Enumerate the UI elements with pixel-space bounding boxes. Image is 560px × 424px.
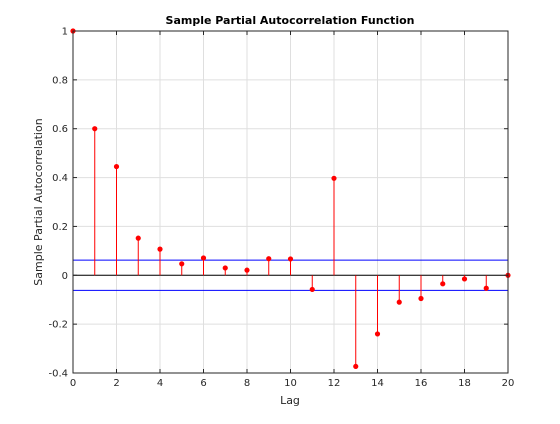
x-tick-label: 16 <box>415 378 428 389</box>
x-tick-label: 8 <box>244 378 250 389</box>
stem-marker <box>418 295 424 302</box>
y-tick-label: -0.2 <box>48 320 68 331</box>
x-tick-label: 10 <box>284 378 297 389</box>
y-tick-label: 0.6 <box>52 124 68 135</box>
y-axis-ticks: -0.4 -0.2 0 0.2 0.4 0.6 0.8 1 <box>48 27 508 380</box>
x-tick-label: 0 <box>70 378 76 389</box>
stem-marker <box>396 299 402 305</box>
x-tick-label: 20 <box>502 378 515 389</box>
stem-marker <box>244 267 250 273</box>
y-tick-label: 0.8 <box>52 75 68 86</box>
stem-marker <box>374 331 381 337</box>
y-axis-label: Sample Partial Autocorrelation <box>32 118 45 285</box>
stem-marker <box>483 285 489 291</box>
stem-marker <box>461 276 468 282</box>
stem-marker <box>266 256 272 262</box>
x-tick-label: 18 <box>458 378 471 389</box>
y-tick-label: 1 <box>62 27 68 38</box>
stem-marker <box>113 163 120 170</box>
stem-marker <box>331 175 337 181</box>
y-tick-label: 0.2 <box>52 222 68 233</box>
stem-marker <box>309 286 315 293</box>
stem-marker <box>92 126 98 132</box>
x-tick-label: 12 <box>328 378 341 389</box>
stem-marker <box>179 261 185 267</box>
y-tick-label: 0.4 <box>52 173 68 184</box>
stems <box>70 28 511 370</box>
x-tick-label: 4 <box>157 378 163 389</box>
stem-marker <box>287 256 294 262</box>
stem-marker <box>157 246 163 252</box>
stem-marker <box>353 363 359 370</box>
x-axis-ticks: 0 2 4 6 8 10 12 14 16 18 20 <box>70 31 515 389</box>
x-tick-label: 14 <box>371 378 384 389</box>
x-tick-label: 6 <box>200 378 206 389</box>
stem-marker <box>135 235 141 241</box>
stem-marker <box>222 265 228 271</box>
stem-marker <box>440 281 446 287</box>
chart-title: Sample Partial Autocorrelation Function <box>166 14 415 27</box>
y-tick-label: -0.4 <box>48 369 68 380</box>
x-axis-label: Lag <box>280 394 300 407</box>
stem-marker <box>200 255 207 261</box>
y-tick-label: 0 <box>62 271 68 282</box>
x-tick-label: 2 <box>113 378 119 389</box>
